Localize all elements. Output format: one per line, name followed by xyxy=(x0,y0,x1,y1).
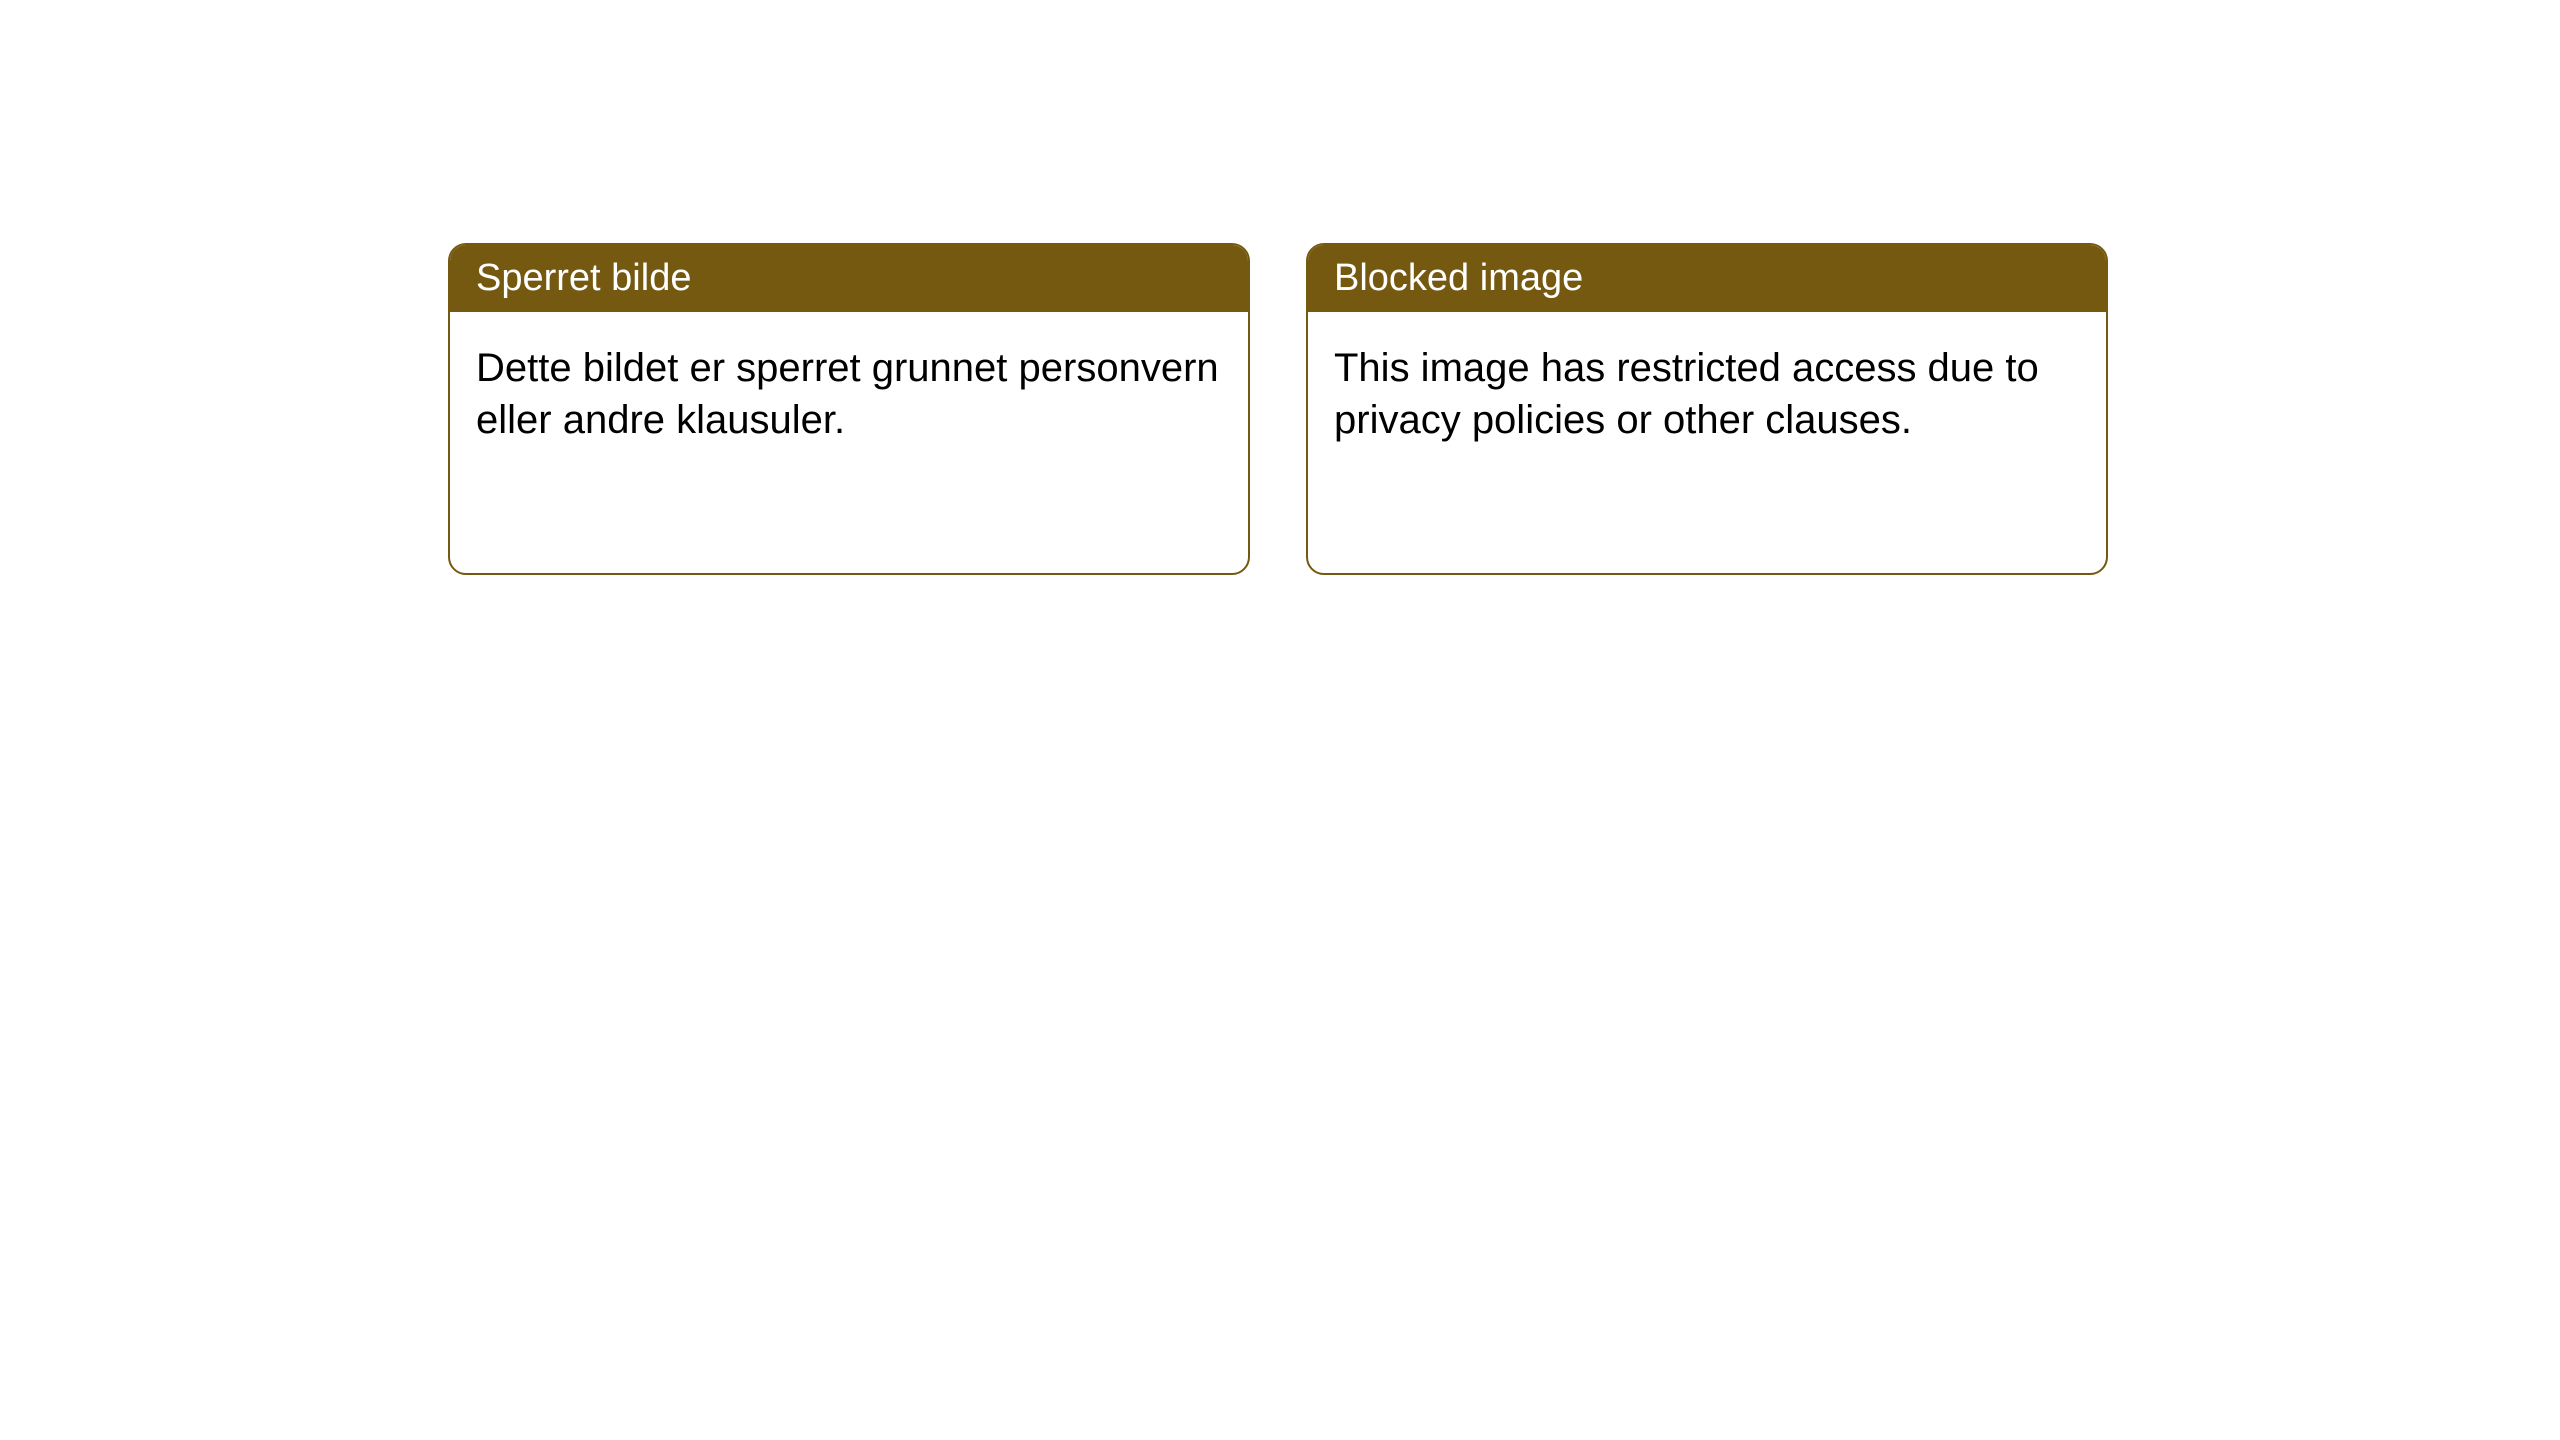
blocked-image-card-norwegian: Sperret bilde Dette bildet er sperret gr… xyxy=(448,243,1250,575)
card-body: This image has restricted access due to … xyxy=(1308,312,2106,476)
card-body: Dette bildet er sperret grunnet personve… xyxy=(450,312,1248,476)
blocked-image-card-english: Blocked image This image has restricted … xyxy=(1306,243,2108,575)
card-header: Blocked image xyxy=(1308,245,2106,312)
notice-cards-container: Sperret bilde Dette bildet er sperret gr… xyxy=(448,243,2108,575)
card-header: Sperret bilde xyxy=(450,245,1248,312)
